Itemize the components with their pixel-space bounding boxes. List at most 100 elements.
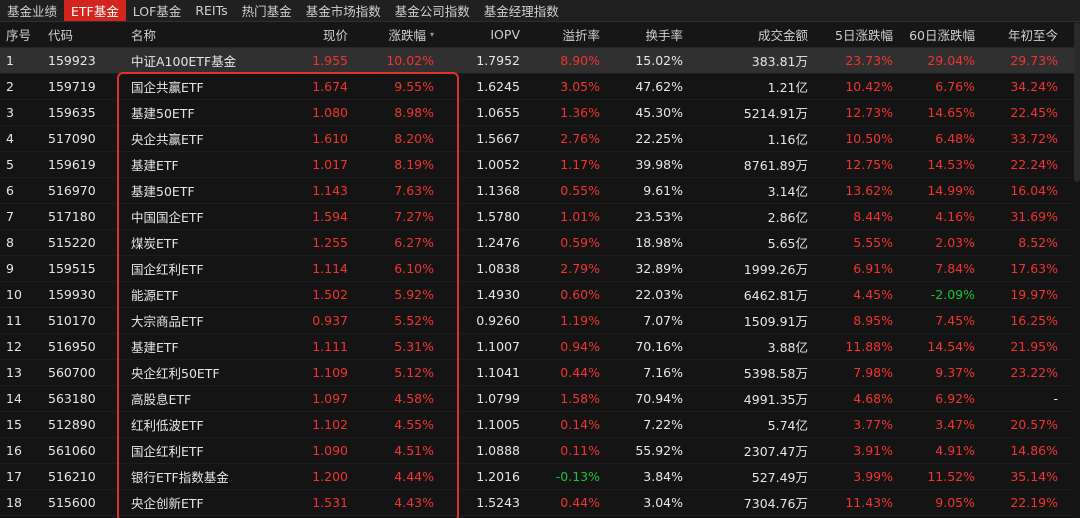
tab-0[interactable]: 基金业绩 xyxy=(7,4,58,19)
tab-7[interactable]: 基金经理指数 xyxy=(483,4,559,19)
row-name: 央企红利50ETF xyxy=(131,366,220,381)
table-row[interactable]: 13 560700 央企红利50ETF 1.109 5.12% 1.1041 0.44% 7.… xyxy=(0,360,1080,386)
row-amount: 5.74亿 xyxy=(767,418,808,433)
tab-6[interactable]: 基金公司指数 xyxy=(394,4,470,19)
row-change: 7.63% xyxy=(394,183,434,198)
row-name: 银行ETF指数基金 xyxy=(131,470,229,485)
row-iopv: 1.4930 xyxy=(476,287,520,302)
tab-4[interactable]: 热门基金 xyxy=(241,4,292,19)
row-code: 159930 xyxy=(48,287,96,302)
row-change: 6.10% xyxy=(394,261,434,276)
row-60d-change: 9.37% xyxy=(935,365,975,380)
row-premium: 0.44% xyxy=(560,495,600,510)
table-row[interactable]: 6 516970 基建50ETF 1.143 7.63% 1.1368 0.55% 9.61%… xyxy=(0,178,1080,204)
table-row[interactable]: 2 159719 国企共赢ETF 1.674 9.55% 1.6245 3.05% 47.62… xyxy=(0,74,1080,100)
row-price: 1.502 xyxy=(312,287,348,302)
row-change: 4.43% xyxy=(394,495,434,510)
row-amount: 2.86亿 xyxy=(767,210,808,225)
row-change: 4.55% xyxy=(394,417,434,432)
table-body: 1 159923 中证A100ETF基金 1.955 10.02% 1.7952 8.90%… xyxy=(0,48,1080,516)
scrollbar-thumb[interactable] xyxy=(1074,22,1080,182)
row-ytd: 8.52% xyxy=(1018,235,1058,250)
row-index: 13 xyxy=(6,365,22,380)
row-name: 央企创新ETF xyxy=(131,496,204,511)
row-price: 1.097 xyxy=(312,391,348,406)
row-turnover: 7.07% xyxy=(643,313,683,328)
row-index: 4 xyxy=(6,131,14,146)
col-header-change-label: 涨跌幅 xyxy=(388,28,426,43)
col-header-code[interactable]: 代码 xyxy=(48,28,74,43)
col-header-5d-change[interactable]: 5日涨跌幅 xyxy=(835,28,893,43)
row-price: 1.017 xyxy=(312,157,348,172)
row-code: 560700 xyxy=(48,365,96,380)
row-amount: 1.21亿 xyxy=(767,80,808,95)
row-code: 516970 xyxy=(48,183,96,198)
row-index: 15 xyxy=(6,417,22,432)
row-5d-change: 8.95% xyxy=(853,313,893,328)
row-60d-change: 6.48% xyxy=(935,131,975,146)
table-row[interactable]: 1 159923 中证A100ETF基金 1.955 10.02% 1.7952 8.90%… xyxy=(0,48,1080,74)
row-60d-change: 4.16% xyxy=(935,209,975,224)
row-code: 516210 xyxy=(48,469,96,484)
row-index: 2 xyxy=(6,79,14,94)
row-name: 国企红利ETF xyxy=(131,444,204,459)
tab-5[interactable]: 基金市场指数 xyxy=(305,4,381,19)
table-row[interactable]: 10 159930 能源ETF 1.502 5.92% 1.4930 0.60% 22.03%… xyxy=(0,282,1080,308)
table-header: 序号 代码 名称 现价 涨跌幅 ▾ IOPV 溢折率 换手率 成交金额 5日涨跌幅… xyxy=(0,22,1080,48)
row-change: 9.55% xyxy=(394,79,434,94)
row-60d-change: 9.05% xyxy=(935,495,975,510)
col-header-amount[interactable]: 成交金额 xyxy=(757,28,808,43)
row-amount: 527.49万 xyxy=(751,470,808,485)
table-row[interactable]: 3 159635 基建50ETF 1.080 8.98% 1.0655 1.36% 45.30… xyxy=(0,100,1080,126)
table-row[interactable]: 8 515220 煤炭ETF 1.255 6.27% 1.2476 0.59% 18.98% 5… xyxy=(0,230,1080,256)
table-row[interactable]: 5 159619 基建ETF 1.017 8.19% 1.0052 1.17% 39.98% 8… xyxy=(0,152,1080,178)
vertical-scrollbar[interactable] xyxy=(1074,22,1080,518)
row-iopv: 1.0799 xyxy=(476,391,520,406)
row-turnover: 70.94% xyxy=(635,391,683,406)
col-header-change[interactable]: 涨跌幅 ▾ xyxy=(352,22,434,47)
table-row[interactable]: 16 561060 国企红利ETF 1.090 4.51% 1.0888 0.11% 55.9… xyxy=(0,438,1080,464)
row-amount: 7304.76万 xyxy=(743,496,808,511)
row-amount: 2307.47万 xyxy=(743,444,808,459)
row-turnover: 45.30% xyxy=(635,105,683,120)
table-row[interactable]: 7 517180 中国国企ETF 1.594 7.27% 1.5780 1.01% 23.53… xyxy=(0,204,1080,230)
table-row[interactable]: 18 515600 央企创新ETF 1.531 4.43% 1.5243 0.44% 3.04… xyxy=(0,490,1080,516)
row-60d-change: 6.76% xyxy=(935,79,975,94)
row-index: 7 xyxy=(6,209,14,224)
row-turnover: 32.89% xyxy=(635,261,683,276)
row-iopv: 1.1041 xyxy=(476,365,520,380)
tab-3[interactable]: REITs xyxy=(195,3,228,18)
row-code: 515220 xyxy=(48,235,96,250)
table-row[interactable]: 12 516950 基建ETF 1.111 5.31% 1.1007 0.94% 70.16%… xyxy=(0,334,1080,360)
table-row[interactable]: 14 563180 高股息ETF 1.097 4.58% 1.0799 1.58% 70.94… xyxy=(0,386,1080,412)
row-turnover: 22.03% xyxy=(635,287,683,302)
row-premium: 0.59% xyxy=(560,235,600,250)
col-header-turnover[interactable]: 换手率 xyxy=(645,28,683,43)
tab-1[interactable]: ETF基金 xyxy=(64,0,126,21)
table-row[interactable]: 11 510170 大宗商品ETF 0.937 5.52% 0.9260 1.19% 7.07… xyxy=(0,308,1080,334)
col-header-60d-change[interactable]: 60日涨跌幅 xyxy=(909,28,975,43)
table-row[interactable]: 15 512890 红利低波ETF 1.102 4.55% 1.1005 0.14% 7.22… xyxy=(0,412,1080,438)
row-index: 3 xyxy=(6,105,14,120)
table-row[interactable]: 4 517090 央企共赢ETF 1.610 8.20% 1.5667 2.76% 22.25… xyxy=(0,126,1080,152)
col-header-name[interactable]: 名称 xyxy=(131,28,157,43)
row-ytd: 17.63% xyxy=(1010,261,1058,276)
tab-2[interactable]: LOF基金 xyxy=(132,4,182,19)
table-row[interactable]: 17 516210 银行ETF指数基金 1.200 4.44% 1.2016 -0.13% 3… xyxy=(0,464,1080,490)
col-header-price[interactable]: 现价 xyxy=(322,28,348,43)
tab-bar: 基金业绩 ETF基金 LOF基金 REITs 热门基金 基金市场指数 基金公司指数 基金经理指… xyxy=(0,0,1080,22)
col-header-premium[interactable]: 溢折率 xyxy=(562,28,600,43)
row-premium: 0.60% xyxy=(560,287,600,302)
row-change: 4.44% xyxy=(394,469,434,484)
row-price: 0.937 xyxy=(312,313,348,328)
col-header-index[interactable]: 序号 xyxy=(6,28,32,43)
row-turnover: 3.04% xyxy=(643,495,683,510)
col-header-iopv[interactable]: IOPV xyxy=(490,27,520,42)
row-index: 6 xyxy=(6,183,14,198)
row-turnover: 39.98% xyxy=(635,157,683,172)
row-iopv: 1.2016 xyxy=(476,469,520,484)
col-header-ytd[interactable]: 年初至今 xyxy=(1007,28,1058,43)
row-premium: 1.01% xyxy=(560,209,600,224)
table-row[interactable]: 9 159515 国企红利ETF 1.114 6.10% 1.0838 2.79% 32.89… xyxy=(0,256,1080,282)
row-ytd: 31.69% xyxy=(1010,209,1058,224)
